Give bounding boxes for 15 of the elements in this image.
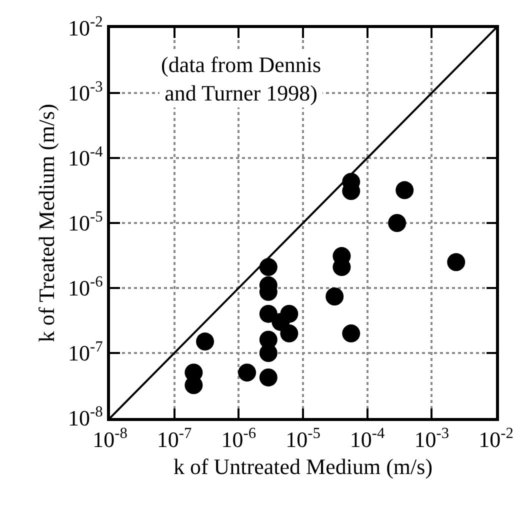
y-tick-label: 10$^{-4}$ (68, 143, 104, 171)
x-tick-label: 10$^{-7}$ (156, 424, 192, 452)
annotation: (data from Dennis and Turner 1998) (161, 52, 322, 106)
y-tick-label: 10$^{-2}$ (68, 13, 103, 41)
x-tick-label: 10$^{-4}$ (350, 424, 386, 452)
y-tick-label: 10$^{-3}$ (68, 78, 104, 106)
x-tick-label: 10$^{-2}$ (478, 424, 514, 452)
x-tick-label: 10$^{-5}$ (286, 424, 321, 452)
y-tick-label: 10$^{-7}$ (68, 338, 104, 366)
x-axis-title: k of Untreated Medium (m/s) (173, 454, 433, 480)
x-tick-label: 10$^{-3}$ (414, 424, 450, 452)
y-axis-title: k of Treated Medium (m/s) (34, 104, 59, 342)
x-tick-label: 10$^{-6}$ (221, 424, 256, 452)
y-tick-label: 10$^{-6}$ (68, 273, 104, 301)
y-tick-label: 10$^{-5}$ (68, 208, 104, 236)
